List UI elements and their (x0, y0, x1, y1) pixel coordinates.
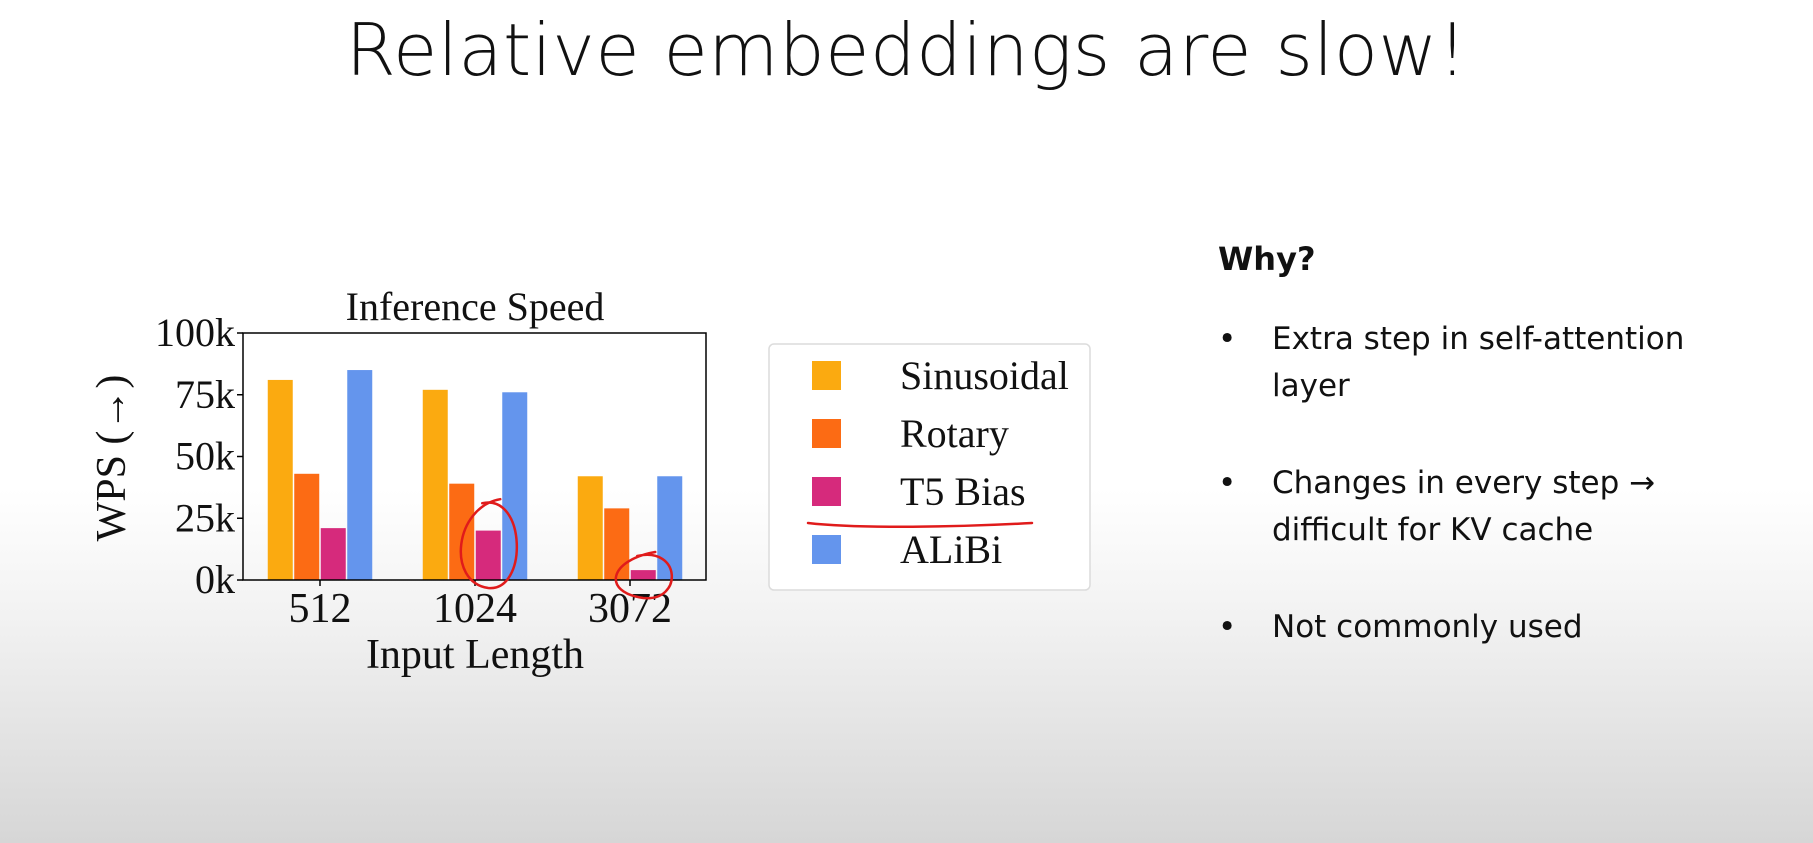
slide-title: Relative embeddings are slow! (345, 8, 1468, 92)
bar-rotary-512 (294, 473, 320, 580)
bullet-text: Not commonly used (1272, 609, 1583, 645)
legend-swatch-alibi (812, 535, 841, 564)
bullet-item: • Extra step in self-attention layer (1218, 316, 1778, 410)
bullet-text: Extra step in self-attention layer (1272, 321, 1685, 404)
legend-swatch-sinusoidal (812, 361, 841, 390)
bullet-dot: • (1218, 465, 1237, 501)
y-tick-label: 0k (195, 557, 235, 602)
x-axis-label: Input Length (366, 632, 584, 678)
y-tick-label: 25k (175, 495, 235, 540)
chart-title: Inference Speed (346, 284, 605, 329)
bullet-text: Changes in every step → difficult for KV… (1272, 465, 1656, 548)
bar-rotary-3072 (604, 508, 630, 580)
x-tick-label: 512 (289, 586, 352, 632)
legend-label-sinusoidal: Sinusoidal (900, 353, 1069, 398)
x-tick-label: 3072 (588, 586, 672, 632)
axis-ticks: 0k 25k 50k 75k 100k 512 1024 3072 (155, 310, 672, 632)
bullet-dot: • (1218, 609, 1237, 645)
legend-swatch-rotary (812, 419, 841, 448)
legend-label-rotary: Rotary (900, 411, 1009, 456)
bar-sinusoidal-1024 (422, 389, 448, 580)
circle-annotation-3072 (614, 550, 673, 600)
y-tick-label: 75k (175, 372, 235, 417)
bullet-item: • Changes in every step → difficult for … (1218, 460, 1778, 554)
bar-alibi-1024 (502, 392, 528, 580)
why-panel: Why? • Extra step in self-attention laye… (1218, 240, 1778, 701)
bar-sinusoidal-3072 (577, 476, 603, 580)
legend-swatch-t5-bias (812, 477, 841, 506)
bar-t5-bias-3072 (630, 570, 656, 580)
circle-annotation-1024 (459, 497, 518, 590)
y-tick-label: 50k (175, 434, 235, 479)
bullet-dot: • (1218, 321, 1237, 357)
bullet-item: • Not commonly used (1218, 604, 1778, 651)
legend-label-alibi: ALiBi (900, 527, 1002, 572)
y-axis-label: WPS (→) (89, 375, 135, 542)
bar-alibi-512 (347, 370, 373, 580)
bar-t5-bias-512 (320, 528, 346, 580)
why-heading: Why? (1218, 240, 1316, 278)
bar-t5-bias-1024 (475, 530, 501, 580)
y-tick-label: 100k (155, 310, 235, 355)
bar-sinusoidal-512 (267, 379, 293, 580)
bar-alibi-3072 (657, 476, 683, 580)
chart-legend: Sinusoidal Rotary T5 Bias ALiBi (768, 343, 1091, 591)
legend-label-t5-bias: T5 Bias (900, 469, 1026, 514)
legend-box (768, 343, 1091, 591)
x-tick-label: 1024 (433, 586, 517, 632)
red-pen-annotations (459, 497, 1034, 600)
plot-frame (242, 332, 707, 581)
bar-group (267, 370, 683, 580)
legend-underline-annotation (806, 521, 1034, 529)
